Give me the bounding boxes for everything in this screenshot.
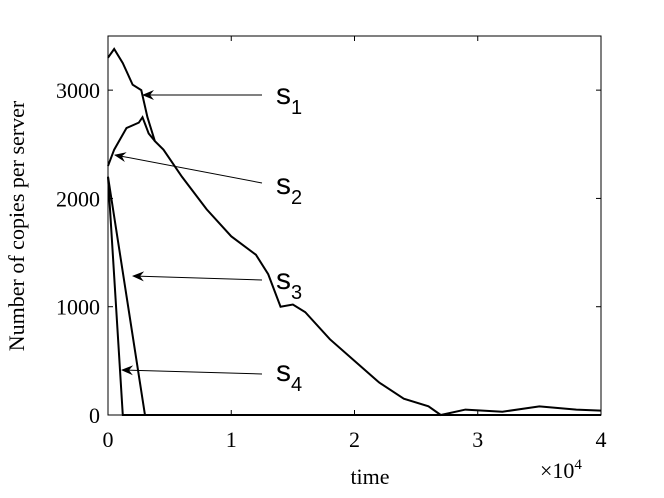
annotation-subscript: 1 — [291, 97, 302, 119]
y-tick-label: 0 — [89, 403, 100, 428]
x-tick-label: 3 — [472, 427, 483, 452]
annotation-arrow — [121, 365, 263, 376]
series-line — [107, 176, 601, 416]
annotation: s3 — [276, 263, 302, 304]
annotation-subscript: 4 — [291, 374, 302, 396]
y-tick-label: 2000 — [56, 186, 100, 211]
annotation-text: s — [276, 355, 291, 388]
annotation-arrow — [114, 152, 263, 184]
x-tick-label: 0 — [103, 427, 114, 452]
series-line — [107, 176, 601, 416]
annotation: s1 — [276, 78, 302, 119]
x-tick-label: 1 — [226, 427, 237, 452]
annotation-subscript: 2 — [291, 187, 302, 209]
series-line — [107, 115, 156, 167]
y-tick-label: 1000 — [56, 295, 100, 320]
series-line — [107, 47, 602, 417]
x-tick-label: 4 — [596, 427, 607, 452]
plot-frame — [107, 35, 602, 416]
annotation: s2 — [276, 168, 302, 209]
annotation: s4 — [276, 355, 302, 396]
x-axis-label: time — [350, 464, 389, 489]
annotation-subscript: 3 — [291, 282, 302, 304]
x-scale-label: ×104 — [540, 457, 582, 483]
annotation-text: s — [276, 168, 291, 201]
y-axis-label: Number of copies per server — [4, 100, 29, 351]
x-tick-label: 2 — [349, 427, 360, 452]
annotation-text: s — [276, 78, 291, 111]
y-tick-label: 3000 — [56, 78, 100, 103]
annotation-arrow — [132, 271, 263, 282]
annotation-text: s — [276, 263, 291, 296]
